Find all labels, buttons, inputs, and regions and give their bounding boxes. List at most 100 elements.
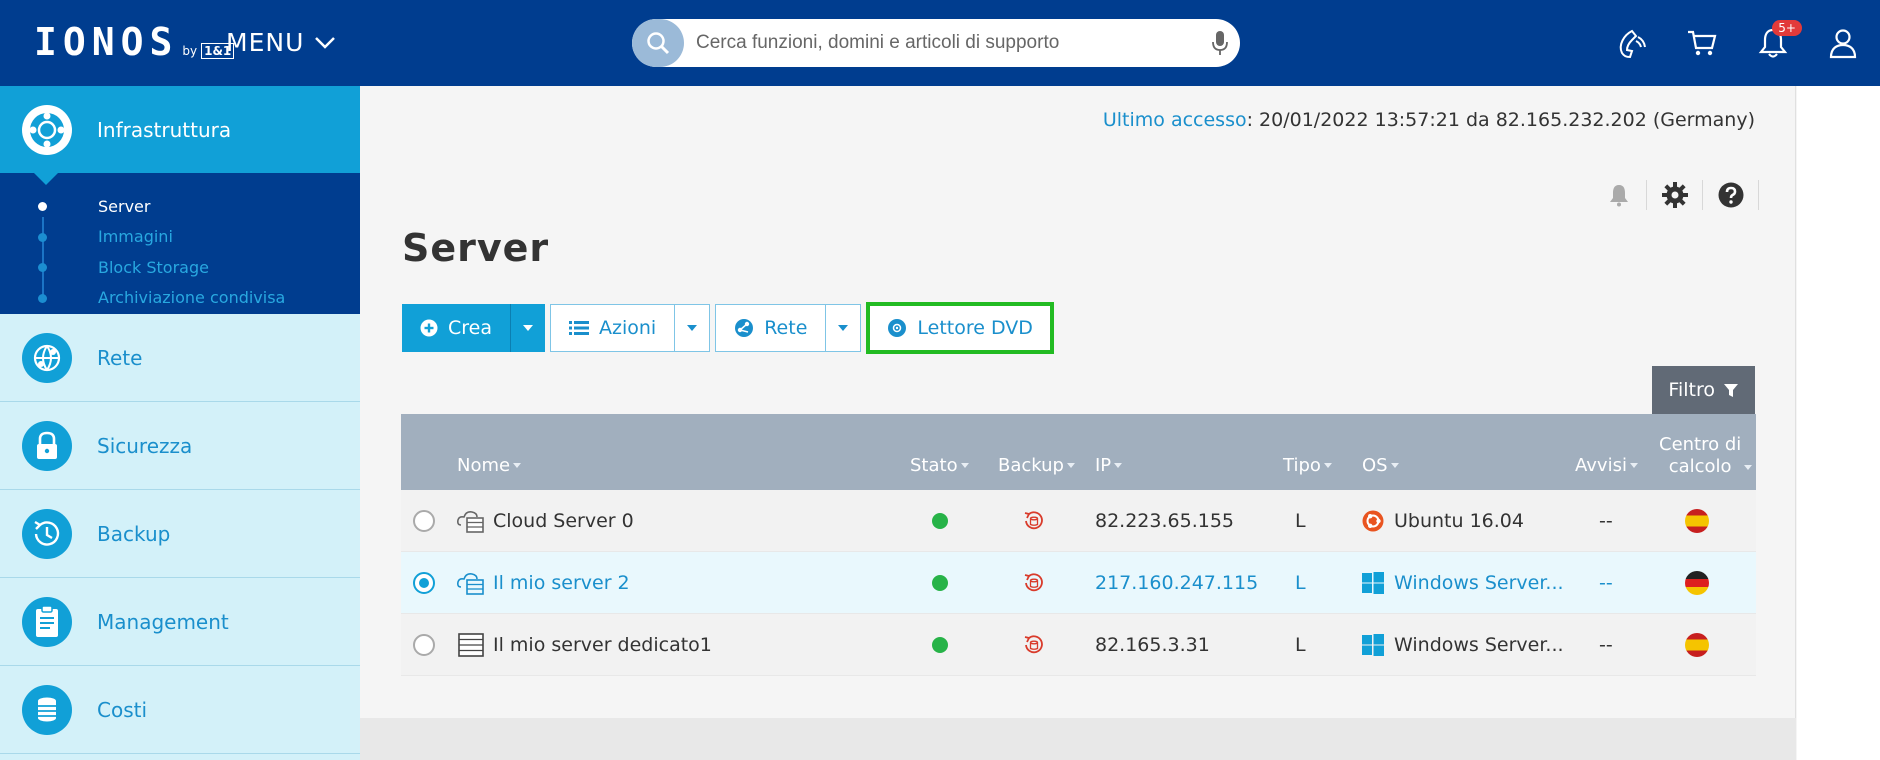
server-ip: 82.165.3.31 [1095,634,1210,656]
settings-gear-icon[interactable] [1647,180,1703,210]
server-alerts: -- [1599,510,1613,532]
column-header-status[interactable]: Stato [910,455,969,476]
last-access-label[interactable]: Ultimo accesso [1102,109,1247,131]
server-type: L [1295,510,1306,532]
sort-caret-icon [1629,463,1638,468]
microphone-icon[interactable] [1200,30,1240,56]
header-label-wrap: Centro di calcolo [1659,434,1741,478]
lock-icon [22,420,72,471]
sidebar-item-label: Backup [97,521,171,546]
table-row[interactable]: Cloud Server 0 82.223.65.155 L Ubuntu 16… [401,490,1756,552]
sidebar-item-management[interactable]: Management [0,578,360,666]
filter-label: Filtro [1668,379,1715,401]
header-label: calcolo [1668,456,1732,477]
cloud-server-icon [457,573,484,595]
column-header-alerts[interactable]: Avvisi [1575,455,1638,476]
ubuntu-icon [1362,510,1384,532]
notification-badge: 5+ [1772,20,1802,36]
sidebar-item-rete[interactable]: Rete [0,314,360,402]
backup-status-icon[interactable] [1021,633,1045,657]
server-name: Cloud Server 0 [493,510,634,532]
create-label: Crea [448,317,492,339]
header-label: Avvisi [1575,455,1627,476]
row-select-radio[interactable] [413,510,435,532]
help-icon[interactable] [1703,180,1759,210]
subnav-item-immagini[interactable]: Immagini [0,222,360,253]
backup-status-icon[interactable] [1021,509,1045,533]
row-select-radio[interactable] [413,634,435,656]
dvd-drive-label: Lettore DVD [917,317,1033,339]
header-label: IP [1095,455,1112,476]
alert-bell-icon[interactable] [1591,180,1647,210]
subnav-item-server[interactable]: Server [0,191,360,222]
subnav-label: Archiviazione condivisa [98,288,286,308]
column-header-backup[interactable]: Backup [998,455,1075,476]
sidebar-item-label: Infrastruttura [97,117,232,142]
row-select-radio[interactable] [413,572,435,594]
top-header: IONOS by 1&1 MENU 5+ [0,0,1880,86]
page-title: Server [402,226,550,270]
column-header-datacenter[interactable]: Centro di calcolo [1659,434,1753,478]
header-label: OS [1362,455,1388,476]
disc-icon [888,319,907,337]
server-os: Windows Server... [1394,572,1564,594]
table-row[interactable]: Il mio server 2 217.160.247.115 L Window… [401,552,1756,614]
table-row[interactable]: Il mio server dedicato1 82.165.3.31 L Wi… [401,614,1756,676]
backup-status-icon[interactable] [1021,571,1045,595]
create-dropdown-toggle[interactable] [510,304,545,352]
sidebar-item-costi[interactable]: Costi [0,666,360,754]
subnav-item-block-storage[interactable]: Block Storage [0,252,360,283]
server-ip: 217.160.247.115 [1095,572,1259,594]
coins-icon [22,684,72,735]
header-label: Stato [910,455,958,476]
bullet-icon [38,202,47,211]
menu-button[interactable]: MENU [226,28,336,57]
dvd-drive-button[interactable]: Lettore DVD [866,302,1054,354]
user-icon[interactable] [1824,24,1862,62]
table-header: Nome Stato Backup IP Tipo OS Avvisi Cent… [401,414,1756,490]
logo-partner: 1&1 [201,43,235,59]
caret-down-icon [687,325,698,331]
create-button-group: Crea [402,304,545,352]
actions-button-group: Azioni [550,304,711,352]
active-pointer [34,173,58,185]
subnav-item-archiviazione[interactable]: Archiviazione condivisa [0,283,360,314]
server-alerts: -- [1599,634,1613,656]
search-bar [632,19,1240,67]
network-dropdown-toggle[interactable] [826,304,862,352]
cart-icon[interactable] [1683,24,1721,62]
plus-circle-icon [420,319,438,337]
phone-icon[interactable] [1613,24,1651,62]
create-button[interactable]: Crea [402,304,510,352]
servers-table: Nome Stato Backup IP Tipo OS Avvisi Cent… [401,414,1756,676]
sort-caret-icon [513,463,522,468]
search-icon[interactable] [632,19,684,67]
utility-icons [1591,180,1759,210]
sidebar-item-backup[interactable]: Backup [0,490,360,578]
funnel-icon [1724,384,1738,397]
header-label: Backup [998,455,1064,476]
notifications-bell-icon[interactable]: 5+ [1754,20,1802,62]
sidebar-item-label: Sicurezza [97,433,193,458]
column-header-type[interactable]: Tipo [1283,455,1332,476]
server-type: L [1295,572,1306,594]
actions-button[interactable]: Azioni [550,304,676,352]
logo-text: IONOS [34,20,179,64]
sidebar-item-sicurezza[interactable]: Sicurezza [0,402,360,490]
network-icon [735,319,754,337]
column-header-os[interactable]: OS [1362,455,1399,476]
column-header-name[interactable]: Nome [457,455,522,476]
ionos-logo[interactable]: IONOS by 1&1 [34,20,235,64]
sidebar-item-infrastruttura[interactable]: Infrastruttura [0,86,360,185]
caret-down-icon [838,325,849,331]
clipboard-icon [22,596,72,647]
network-button-group: Rete [715,304,862,352]
actions-dropdown-toggle[interactable] [675,304,711,352]
search-input[interactable] [696,19,1200,67]
network-button[interactable]: Rete [715,304,827,352]
column-header-ip[interactable]: IP [1095,455,1123,476]
footer-band [360,718,1796,760]
filter-button[interactable]: Filtro [1652,366,1755,414]
sort-caret-icon [1114,463,1123,468]
menu-label: MENU [226,28,305,57]
